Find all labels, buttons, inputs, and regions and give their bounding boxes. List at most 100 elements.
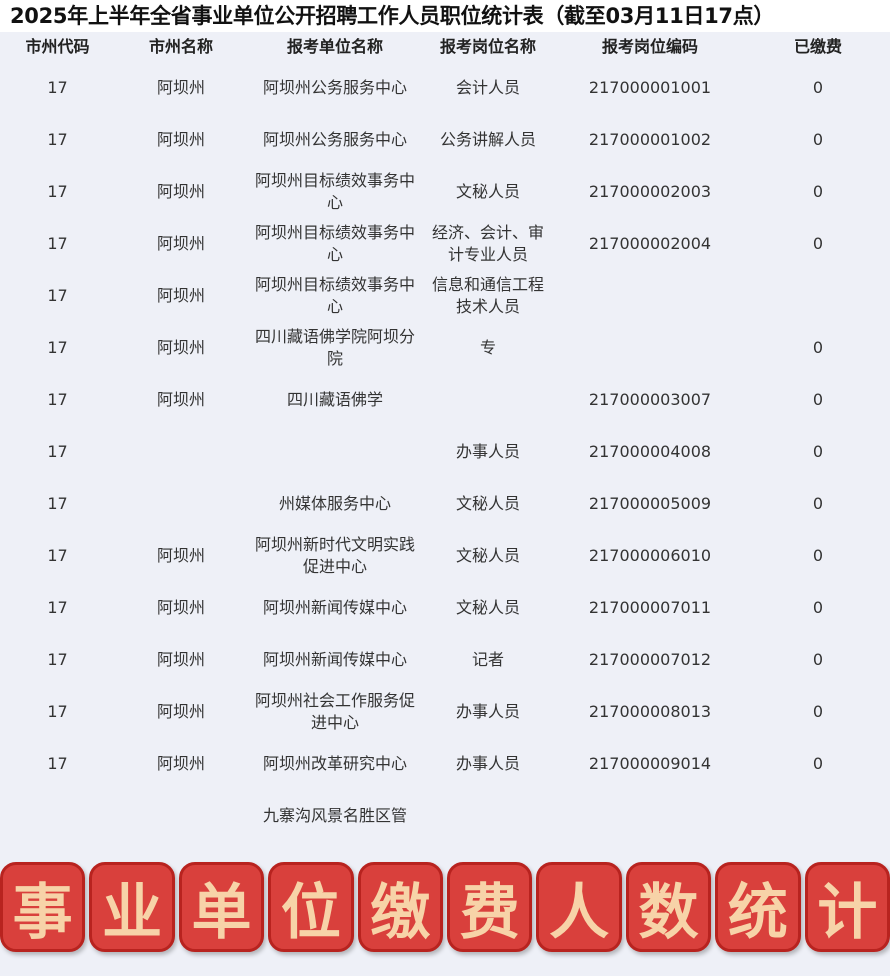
cell-city-name: 阿坝州 — [156, 650, 205, 669]
cell-city-name — [140, 426, 222, 478]
cell-city-code: 17 — [47, 494, 68, 513]
cell-city-code: 17 — [47, 702, 68, 721]
cell-paid — [780, 790, 856, 842]
overlay-banner: 事业单位缴费人数统计 — [0, 842, 890, 976]
table-row: 17 州媒体服务中心 文秘人员 217000005009 0 — [0, 478, 890, 530]
cell-position-name: 文秘人员 — [455, 182, 520, 201]
banner-char-tile: 事 — [0, 862, 86, 952]
cell-city-code: 17 — [47, 338, 68, 357]
cell-position-code: 217000006010 — [588, 546, 712, 565]
cell-position-name: 公务讲解人员 — [439, 130, 536, 149]
cell-paid: 0 — [812, 650, 824, 669]
banner-char-tile: 业 — [89, 862, 175, 952]
table-row: 九寨沟风景名胜区管 — [0, 790, 890, 842]
table-row: 17 阿坝州 阿坝州目标绩效事务中心 经济、会计、审计专业人员 217000002004… — [0, 218, 890, 270]
banner-char-tile: 统 — [715, 862, 801, 952]
cell-city-name — [140, 478, 222, 530]
statistics-table: 市州代码 市州名称 报考单位名称 报考岗位名称 报考岗位编码 已缴费 17 阿坝州… — [0, 32, 890, 842]
cell-unit-name: 阿坝州社会工作服务促进中心 — [254, 691, 415, 732]
cell-paid: 0 — [812, 598, 824, 617]
cell-paid — [780, 270, 856, 322]
page-title: 2025年上半年全省事业单位公开招聘工作人员职位统计表（截至03月11日17点） — [0, 0, 890, 32]
banner-char-tile: 单 — [178, 862, 265, 952]
cell-city-name: 阿坝州 — [156, 234, 205, 253]
header-position-code: 报考岗位编码 — [601, 37, 698, 56]
cell-city-code: 17 — [47, 650, 68, 669]
table-row: 17 阿坝州 阿坝州公务服务中心 公务讲解人员 217000001002 0 — [0, 114, 890, 166]
cell-paid: 0 — [812, 702, 824, 721]
cell-position-name: 办事人员 — [455, 754, 520, 773]
table-row: 17 阿坝州 阿坝州新闻传媒中心 文秘人员 217000007011 0 — [0, 582, 890, 634]
banner-char-tile: 数 — [625, 862, 712, 952]
cell-position-code: 217000001001 — [588, 78, 712, 97]
banner-char-tile: 人 — [536, 862, 622, 952]
cell-unit-name: 九寨沟风景名胜区管 — [262, 806, 407, 825]
cell-position-code: 217000001002 — [588, 130, 712, 149]
cell-position-name: 专 — [479, 338, 496, 357]
cell-position-code: 217000008013 — [588, 702, 712, 721]
cell-city-name: 阿坝州 — [156, 78, 205, 97]
cell-unit-name: 阿坝州新时代文明实践促进中心 — [254, 535, 415, 576]
cell-city-name: 阿坝州 — [156, 338, 205, 357]
cell-position-code: 217000005009 — [588, 494, 712, 513]
cell-position-name: 办事人员 — [455, 702, 520, 721]
cell-position-code: 217000004008 — [588, 442, 712, 461]
cell-unit-name — [245, 426, 425, 478]
cell-unit-name: 阿坝州改革研究中心 — [262, 754, 407, 773]
cell-city-code: 17 — [47, 130, 68, 149]
cell-unit-name: 阿坝州公务服务中心 — [262, 78, 407, 97]
cell-position-code: 217000003007 — [588, 390, 712, 409]
cell-city-code: 17 — [47, 754, 68, 773]
banner-char-tile: 位 — [268, 862, 354, 952]
cell-city-code: 17 — [47, 78, 68, 97]
header-paid: 已缴费 — [793, 37, 842, 56]
table-row: 17 阿坝州 阿坝州目标绩效事务中心 文秘人员 217000002003 0 — [0, 166, 890, 218]
header-position-name: 报考岗位名称 — [439, 37, 536, 56]
banner-char-tile: 费 — [447, 862, 533, 952]
header-unit-name: 报考单位名称 — [286, 37, 383, 56]
table-row: 17 阿坝州 阿坝州公务服务中心 会计人员 217000001001 0 — [0, 62, 890, 114]
cell-paid: 0 — [812, 390, 824, 409]
cell-position-code: 217000002004 — [588, 234, 712, 253]
cell-position-code: 217000002003 — [588, 182, 712, 201]
cell-position-code — [565, 790, 735, 842]
cell-paid: 0 — [812, 442, 824, 461]
cell-paid: 0 — [812, 130, 824, 149]
cell-position-name: 办事人员 — [455, 442, 520, 461]
cell-position-code: 217000009014 — [588, 754, 712, 773]
header-city-name: 市州名称 — [148, 37, 213, 56]
cell-paid: 0 — [812, 338, 824, 357]
cell-city-name: 阿坝州 — [156, 598, 205, 617]
cell-city-code — [20, 790, 95, 842]
cell-city-name: 阿坝州 — [156, 130, 205, 149]
table-row: 17 阿坝州 四川藏语佛学院阿坝分院 专 0 — [0, 322, 890, 374]
cell-city-code: 17 — [47, 286, 68, 305]
cell-position-name: 记者 — [471, 650, 504, 669]
cell-position-name: 信息和通信工程技术人员 — [431, 275, 544, 316]
cell-paid: 0 — [812, 546, 824, 565]
cell-paid: 0 — [812, 78, 824, 97]
cell-position-name: 文秘人员 — [455, 494, 520, 513]
cell-unit-name: 阿坝州目标绩效事务中心 — [254, 223, 415, 264]
cell-position-code — [565, 322, 735, 374]
cell-unit-name: 阿坝州目标绩效事务中心 — [254, 171, 415, 212]
banner-char-tile: 计 — [804, 862, 890, 952]
table-row: 17 阿坝州 阿坝州新时代文明实践促进中心 文秘人员 217000006010 0 — [0, 530, 890, 582]
table-header: 市州代码 市州名称 报考单位名称 报考岗位名称 报考岗位编码 已缴费 — [0, 32, 890, 62]
table-row: 17 阿坝州 阿坝州新闻传媒中心 记者 217000007012 0 — [0, 634, 890, 686]
cell-position-name: 文秘人员 — [455, 598, 520, 617]
cell-city-code: 17 — [47, 234, 68, 253]
cell-city-name: 阿坝州 — [156, 286, 205, 305]
cell-paid: 0 — [812, 182, 824, 201]
cell-city-code: 17 — [47, 546, 68, 565]
cell-city-name — [140, 790, 222, 842]
cell-paid: 0 — [812, 494, 824, 513]
cell-unit-name: 阿坝州公务服务中心 — [262, 130, 407, 149]
cell-position-name: 经济、会计、审计专业人员 — [431, 223, 544, 264]
cell-unit-name: 阿坝州目标绩效事务中心 — [254, 275, 415, 316]
banner-char-tile: 缴 — [357, 862, 443, 952]
cell-city-code: 17 — [47, 598, 68, 617]
cell-unit-name: 州媒体服务中心 — [278, 494, 391, 513]
cell-unit-name: 四川藏语佛学院阿坝分院 — [254, 327, 415, 368]
table-row: 17 阿坝州 阿坝州目标绩效事务中心 信息和通信工程技术人员 — [0, 270, 890, 322]
